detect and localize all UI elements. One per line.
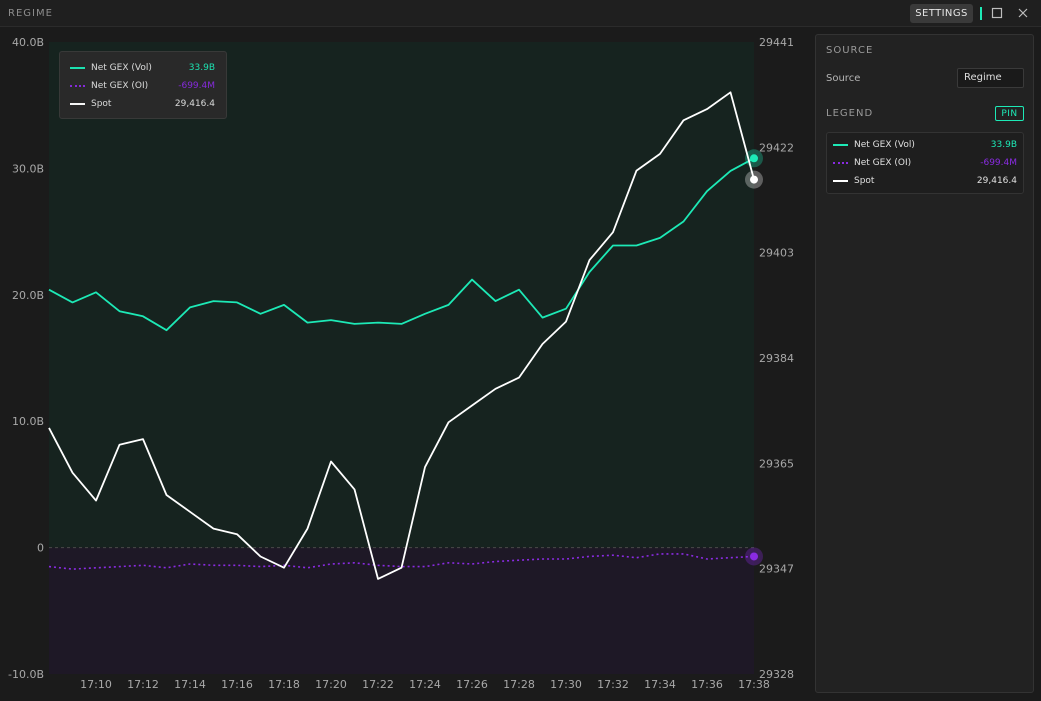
x-axis-tick-label: 17:30 bbox=[550, 678, 582, 691]
legend-item-net-gex-vol: Net GEX (Vol) 33.9B bbox=[70, 61, 215, 75]
left-axis-tick-label: 20.0B bbox=[12, 289, 44, 302]
right-axis-tick-label: 29347 bbox=[759, 563, 794, 576]
x-axis-tick-label: 17:34 bbox=[644, 678, 676, 691]
legend-section-title: LEGEND bbox=[826, 108, 874, 119]
maximize-icon bbox=[991, 7, 1003, 19]
legend-name: Spot bbox=[91, 99, 112, 109]
dotted-line-swatch-icon bbox=[70, 85, 85, 87]
legend-value: 29,416.4 bbox=[174, 99, 215, 109]
x-axis-tick-label: 17:20 bbox=[315, 678, 347, 691]
legend-item-spot: Spot 29,416.4 bbox=[833, 174, 1017, 188]
settings-button[interactable]: SETTINGS bbox=[910, 4, 973, 23]
x-axis-tick-label: 17:16 bbox=[221, 678, 253, 691]
x-axis-tick-label: 17:32 bbox=[597, 678, 629, 691]
x-axis-tick-label: 17:36 bbox=[691, 678, 723, 691]
left-axis-tick-label: -10.0B bbox=[8, 668, 44, 681]
x-axis-tick-label: 17:26 bbox=[456, 678, 488, 691]
last-point-marker bbox=[750, 154, 758, 163]
x-axis-tick-label: 17:38 bbox=[738, 678, 770, 691]
right-axis-tick-label: 29403 bbox=[759, 247, 794, 260]
x-axis-tick-label: 17:28 bbox=[503, 678, 535, 691]
source-select[interactable]: Regime bbox=[957, 68, 1024, 88]
legend-name: Net GEX (OI) bbox=[91, 81, 149, 91]
title-bar: REGIME SETTINGS bbox=[0, 0, 1041, 27]
maximize-button[interactable] bbox=[989, 5, 1005, 21]
close-button[interactable] bbox=[1015, 5, 1031, 21]
solid-line-swatch-icon bbox=[833, 180, 848, 182]
solid-line-swatch-icon bbox=[70, 103, 85, 105]
legend-name: Spot bbox=[854, 176, 875, 186]
legend-item-net-gex-oi: Net GEX (OI) -699.4M bbox=[70, 79, 215, 93]
solid-line-swatch-icon bbox=[70, 67, 85, 69]
app-title: REGIME bbox=[8, 8, 53, 19]
right-axis-tick-label: 29441 bbox=[759, 36, 794, 49]
positive-region bbox=[49, 42, 754, 548]
regime-chart[interactable]: 40.0B 30.0B 20.0B 10.0B 0 -10.0B 29441 29422 294… bbox=[0, 28, 810, 701]
x-axis-tick-label: 17:22 bbox=[362, 678, 394, 691]
right-axis-tick-label: 29328 bbox=[759, 668, 794, 681]
legend-name: Net GEX (Vol) bbox=[854, 140, 915, 150]
solid-line-swatch-icon bbox=[833, 144, 848, 146]
x-axis-tick-label: 17:14 bbox=[174, 678, 206, 691]
left-axis-tick-label: 0 bbox=[37, 542, 44, 555]
legend-name: Net GEX (OI) bbox=[854, 158, 912, 168]
legend-value: -699.4M bbox=[178, 81, 215, 91]
legend-value: 33.9B bbox=[188, 63, 215, 73]
legend-value: 33.9B bbox=[990, 140, 1017, 150]
accent-indicator bbox=[980, 7, 982, 20]
panel-legend: Net GEX (Vol) 33.9B Net GEX (OI) -699.4M… bbox=[826, 132, 1024, 194]
pin-button[interactable]: PIN bbox=[995, 106, 1024, 121]
legend-value: 29,416.4 bbox=[976, 176, 1017, 186]
legend-item-net-gex-oi: Net GEX (OI) -699.4M bbox=[833, 156, 1017, 170]
x-axis-tick-label: 17:12 bbox=[127, 678, 159, 691]
last-point-marker bbox=[750, 552, 758, 561]
left-axis-tick-label: 30.0B bbox=[12, 162, 44, 175]
x-axis-tick-label: 17:18 bbox=[268, 678, 300, 691]
last-point-marker bbox=[750, 175, 758, 184]
source-label: Source bbox=[826, 73, 861, 84]
x-axis-tick-label: 17:24 bbox=[409, 678, 441, 691]
series-line-net-gex-vol bbox=[48, 157, 755, 332]
legend-item-net-gex-vol: Net GEX (Vol) 33.9B bbox=[833, 138, 1017, 152]
right-axis-tick-label: 29384 bbox=[759, 352, 794, 365]
left-axis-tick-label: 10.0B bbox=[12, 415, 44, 428]
x-axis-tick-label: 17:10 bbox=[80, 678, 112, 691]
source-section-title: SOURCE bbox=[826, 45, 874, 56]
settings-panel: SOURCE Source Regime LEGEND PIN Net GEX … bbox=[815, 34, 1034, 693]
dotted-line-swatch-icon bbox=[833, 162, 848, 164]
series-line-spot bbox=[48, 91, 755, 580]
close-icon bbox=[1018, 8, 1028, 18]
legend-item-spot: Spot 29,416.4 bbox=[70, 97, 215, 111]
legend-name: Net GEX (Vol) bbox=[91, 63, 152, 73]
right-axis-tick-label: 29365 bbox=[759, 457, 794, 470]
legend-value: -699.4M bbox=[980, 158, 1017, 168]
chart-area[interactable]: 40.0B 30.0B 20.0B 10.0B 0 -10.0B 29441 29422 294… bbox=[0, 28, 810, 701]
right-axis-tick-label: 29422 bbox=[759, 141, 794, 154]
chart-legend-overlay: Net GEX (Vol) 33.9B Net GEX (OI) -699.4M… bbox=[59, 51, 227, 119]
left-axis-tick-label: 40.0B bbox=[12, 36, 44, 49]
